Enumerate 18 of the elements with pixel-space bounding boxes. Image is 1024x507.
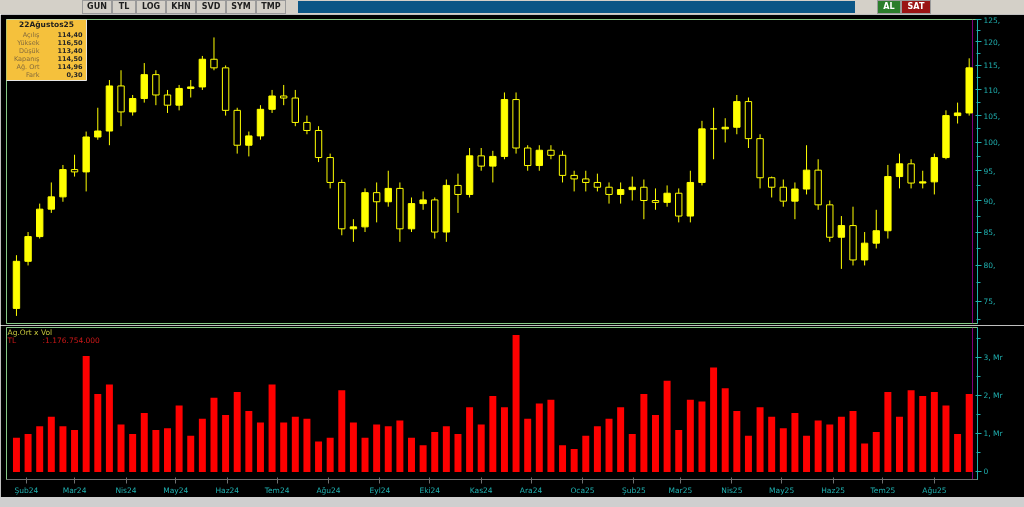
button: KHN xyxy=(166,0,196,14)
button: TL xyxy=(112,0,136,14)
category-label: LOG xyxy=(141,1,161,13)
category-label: SYM xyxy=(231,1,251,13)
category-label: AL xyxy=(883,1,895,13)
category-label: KHN xyxy=(171,1,191,13)
button: AL xyxy=(877,0,901,14)
button: GUN xyxy=(82,0,112,14)
category-label: TMP xyxy=(261,1,281,13)
button: SAT xyxy=(901,0,931,14)
category-label: GUN xyxy=(87,1,107,13)
button: TMP xyxy=(256,0,286,14)
button: SVD xyxy=(196,0,226,14)
category-label: SAT xyxy=(907,1,925,13)
button: SYM xyxy=(226,0,256,14)
button: LOG xyxy=(136,0,166,14)
category-label: SVD xyxy=(201,1,221,13)
category-label: TL xyxy=(118,1,130,13)
